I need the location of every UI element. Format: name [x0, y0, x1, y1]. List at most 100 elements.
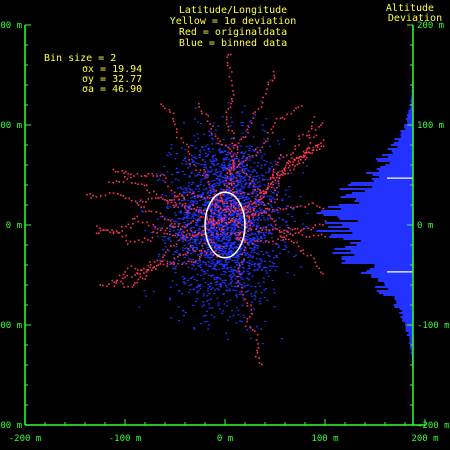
original-data-point: [302, 154, 305, 157]
binned-data-point: [233, 241, 236, 243]
original-data-point: [302, 150, 305, 153]
original-data-point: [285, 164, 287, 167]
binned-data-point: [242, 285, 245, 287]
original-data-point: [131, 276, 133, 278]
binned-data-point: [233, 200, 236, 202]
original-data-point: [167, 219, 170, 221]
binned-data-point: [213, 266, 215, 268]
binned-data-point: [211, 143, 214, 145]
binned-data-point: [245, 202, 248, 204]
binned-data-point: [184, 217, 187, 219]
binned-data-point: [243, 252, 246, 254]
binned-data-point: [217, 236, 220, 238]
binned-data-point: [248, 150, 251, 152]
binned-data-point: [233, 216, 236, 218]
binned-data-point: [270, 225, 273, 227]
binned-data-point: [228, 234, 231, 237]
binned-data-point: [215, 242, 217, 244]
binned-data-point: [229, 166, 232, 168]
binned-data-point: [219, 179, 221, 181]
original-data-point: [230, 182, 233, 185]
binned-data-point: [256, 190, 259, 192]
binned-data-point: [225, 284, 228, 287]
binned-data-point: [252, 218, 255, 220]
original-data-point: [121, 170, 124, 172]
original-data-point: [214, 203, 217, 205]
binned-data-point: [205, 166, 208, 168]
binned-data-point: [204, 174, 207, 176]
altitude-histogram-bar: [397, 146, 413, 148]
original-data-point: [256, 151, 259, 153]
binned-data-point: [273, 263, 276, 265]
binned-data-point: [229, 283, 232, 285]
binned-data-point: [277, 245, 280, 247]
binned-data-point: [255, 192, 258, 194]
binned-data-point: [265, 161, 268, 163]
original-data-point: [122, 181, 125, 183]
binned-data-point: [241, 243, 243, 245]
binned-data-point: [196, 175, 199, 177]
binned-data-point: [241, 191, 244, 194]
original-data-point: [112, 232, 115, 235]
binned-data-point: [249, 206, 252, 208]
original-data-point: [208, 218, 211, 220]
original-data-point: [149, 261, 151, 263]
binned-data-point: [200, 233, 203, 235]
binned-data-point: [207, 299, 210, 301]
binned-data-point: [260, 237, 262, 239]
binned-data-point: [204, 282, 207, 284]
original-data-point: [173, 198, 175, 201]
binned-data-point: [207, 201, 210, 203]
binned-data-point: [186, 216, 189, 218]
binned-data-point: [263, 237, 266, 239]
binned-data-point: [217, 162, 220, 165]
binned-data-point: [203, 208, 206, 211]
binned-data-point: [221, 226, 224, 228]
binned-data-point: [180, 228, 183, 230]
altitude-histogram-bar: [394, 306, 413, 308]
binned-data-point: [182, 310, 184, 312]
altitude-histogram-bar: [364, 190, 413, 192]
binned-data-point: [194, 214, 197, 216]
original-data-point: [229, 152, 231, 155]
binned-data-point: [191, 258, 194, 261]
binned-data-point: [243, 194, 246, 196]
binned-data-point: [248, 145, 251, 147]
binned-data-point: [174, 267, 177, 269]
original-data-point: [249, 326, 251, 328]
altitude-histogram-bar: [391, 150, 413, 152]
original-data-point: [215, 250, 217, 252]
binned-data-point: [247, 209, 250, 212]
binned-data-point: [176, 153, 178, 155]
binned-data-point: [223, 252, 226, 255]
binned-data-point: [242, 200, 245, 202]
binned-data-point: [198, 156, 201, 158]
binned-data-point: [223, 206, 226, 208]
binned-data-point: [223, 267, 226, 269]
binned-data-point: [204, 314, 207, 317]
original-data-point: [239, 162, 241, 165]
binned-data-point: [161, 194, 164, 196]
binned-data-point: [229, 246, 232, 248]
binned-data-point: [299, 196, 302, 198]
binned-data-point: [268, 198, 271, 200]
binned-data-point: [233, 164, 236, 166]
original-data-point: [225, 223, 228, 225]
original-data-point: [136, 273, 139, 275]
original-data-point: [318, 206, 321, 208]
binned-data-point: [249, 327, 252, 329]
original-data-point: [184, 205, 186, 207]
binned-data-point: [185, 210, 188, 212]
binned-data-point: [276, 195, 279, 197]
binned-data-point: [237, 212, 240, 214]
binned-data-point: [240, 202, 242, 204]
binned-data-point: [269, 260, 272, 262]
binned-data-point: [198, 253, 201, 255]
original-data-point: [284, 170, 286, 172]
binned-data-point: [255, 186, 258, 188]
original-data-point: [290, 206, 292, 209]
original-data-point: [186, 236, 188, 239]
binned-data-point: [253, 149, 256, 151]
original-data-point: [261, 212, 263, 215]
binned-data-point: [237, 205, 240, 207]
